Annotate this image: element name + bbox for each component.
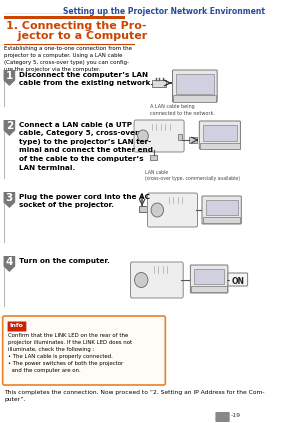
Text: Connect a LAN cable (a UTP
cable, Category 5, cross-over
type) to the projector’: Connect a LAN cable (a UTP cable, Catego… [19,122,153,170]
Text: Turn on the computer.: Turn on the computer. [19,258,110,264]
Bar [203,125,237,141]
FancyBboxPatch shape [8,321,26,332]
FancyBboxPatch shape [3,316,165,385]
Circle shape [138,130,148,142]
Text: jector to a Computer: jector to a Computer [6,31,148,41]
Text: 4: 4 [6,257,13,267]
FancyBboxPatch shape [199,121,240,149]
Text: Info: Info [9,323,23,328]
Text: Establishing a one-to-one connection from the
projector to a computer. Using a L: Establishing a one-to-one connection fro… [4,46,133,72]
FancyBboxPatch shape [134,120,184,152]
Polygon shape [4,120,15,136]
Text: Plug the power cord into the AC
socket of the projector.: Plug the power cord into the AC socket o… [19,194,150,209]
Bar [190,137,196,143]
Text: Disconnect the computer’s LAN
cable from the existing network.: Disconnect the computer’s LAN cable from… [19,72,153,86]
Polygon shape [4,192,15,208]
Text: A LAN cable being
connected to the network.: A LAN cable being connected to the netwo… [150,104,215,115]
Text: This completes the connection. Now proceed to “2. Setting an IP Address for the : This completes the connection. Now proce… [4,390,265,402]
Bar [176,74,214,94]
Bar [4,16,125,19]
FancyBboxPatch shape [190,265,228,293]
Bar [152,80,166,87]
Text: Setting up the Projector Network Environment: Setting up the Projector Network Environ… [63,7,265,16]
Bar [200,143,239,149]
FancyBboxPatch shape [228,273,248,286]
Text: 1: 1 [6,71,13,81]
Circle shape [151,203,164,217]
Text: -19: -19 [231,413,241,418]
Bar [191,286,227,292]
Polygon shape [4,70,15,86]
Bar [173,95,216,102]
Polygon shape [4,256,15,272]
Bar [178,134,182,140]
FancyBboxPatch shape [202,196,241,224]
FancyBboxPatch shape [215,412,230,422]
Text: ON: ON [231,277,244,286]
Text: 1. Connecting the Pro-: 1. Connecting the Pro- [6,21,147,31]
Text: Confirm that the LINK LED on the rear of the
projector illuminates. If the LINK : Confirm that the LINK LED on the rear of… [8,333,132,373]
Text: 3: 3 [6,193,13,203]
FancyBboxPatch shape [148,193,197,227]
Bar [150,155,157,160]
Bar [139,206,147,212]
Bar [194,269,224,284]
Bar [203,217,240,223]
Circle shape [134,272,148,288]
Text: 2: 2 [6,121,13,131]
Bar [206,200,238,215]
FancyBboxPatch shape [172,70,217,102]
Text: LAN cable
(cross-over type, commercially available): LAN cable (cross-over type, commercially… [145,170,240,181]
FancyBboxPatch shape [130,262,183,298]
